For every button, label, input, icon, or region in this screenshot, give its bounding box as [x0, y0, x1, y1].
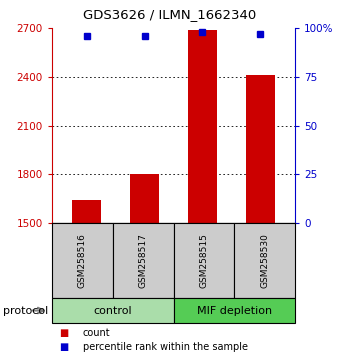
Text: control: control: [94, 306, 132, 315]
Bar: [72, 200, 101, 223]
Text: GSM258515: GSM258515: [199, 233, 208, 288]
Text: GDS3626 / ILMN_1662340: GDS3626 / ILMN_1662340: [83, 8, 257, 21]
Text: MIF depletion: MIF depletion: [197, 306, 272, 315]
Bar: [130, 174, 159, 223]
Text: ■: ■: [59, 342, 68, 352]
Text: protocol: protocol: [3, 306, 49, 315]
Text: GSM258516: GSM258516: [78, 233, 87, 288]
Text: count: count: [83, 328, 110, 338]
Text: percentile rank within the sample: percentile rank within the sample: [83, 342, 248, 352]
Text: ■: ■: [59, 328, 68, 338]
Text: GSM258530: GSM258530: [260, 233, 269, 288]
Bar: [246, 75, 275, 223]
Text: GSM258517: GSM258517: [139, 233, 148, 288]
Bar: [188, 30, 217, 223]
